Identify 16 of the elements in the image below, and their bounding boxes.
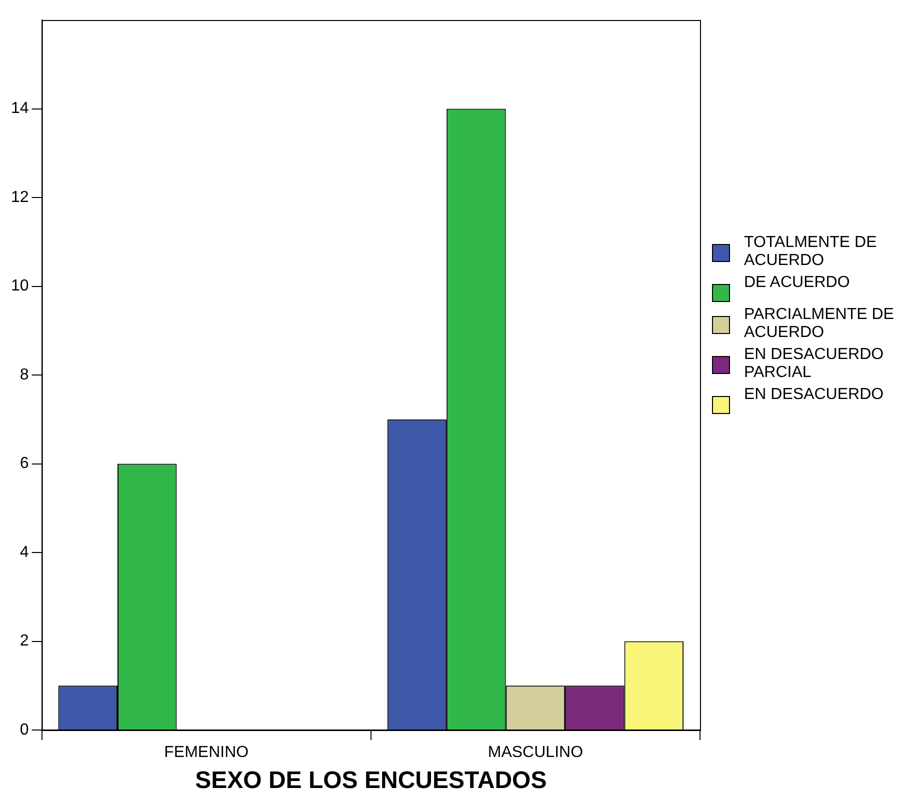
y-tick-label: 10 [11, 278, 29, 295]
y-tick-label: 0 [20, 721, 29, 738]
y-tick-label: 4 [20, 544, 29, 561]
legend-label: EN DESACUERDO [744, 386, 885, 404]
legend-label: EN DESACUERDO PARCIAL [744, 346, 885, 382]
legend-label: PARCIALMENTE DE ACUERDO [744, 306, 895, 342]
y-tick-label: 6 [20, 455, 29, 472]
y-tick-label: 8 [20, 366, 29, 384]
x-axis-title: SEXO DE LOS ENCUESTADOS [195, 767, 547, 794]
x-tick-label: MASCULINO [488, 744, 584, 762]
x-tick-label: FEMENINO [164, 744, 249, 762]
y-tick-label: 14 [11, 100, 29, 118]
legend-label: DE ACUERDO [744, 274, 851, 292]
y-tick-label: 2 [20, 632, 29, 650]
legend-label: TOTALMENTE DE ACUERDO [744, 234, 878, 270]
y-tick-label: 12 [11, 188, 29, 206]
